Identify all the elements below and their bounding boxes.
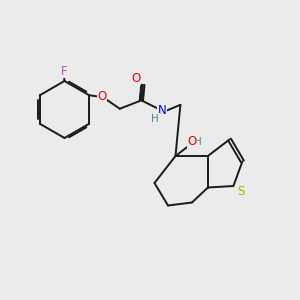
- Text: O: O: [188, 135, 196, 148]
- Text: H: H: [194, 137, 201, 147]
- Text: O: O: [132, 72, 141, 85]
- Text: S: S: [237, 185, 244, 198]
- Text: O: O: [97, 90, 106, 103]
- Text: H: H: [151, 114, 159, 124]
- Text: N: N: [158, 104, 167, 117]
- Text: F: F: [61, 65, 67, 78]
